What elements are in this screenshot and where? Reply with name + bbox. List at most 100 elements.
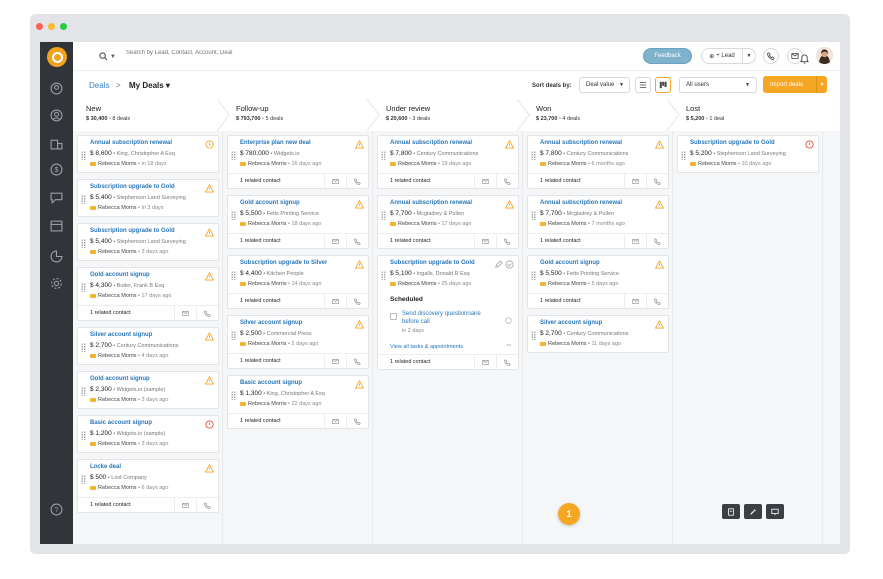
drag-handle-icon[interactable]	[381, 271, 386, 280]
deal-card[interactable]: Annual subscription renewal $ 7,800 • Cen…	[527, 135, 669, 189]
stage-header[interactable]: Lost $ 5,200 • 1 deal	[673, 99, 823, 131]
deal-card[interactable]: Subscription upgrade to Gold $ 5,400 • St…	[77, 179, 219, 217]
warning-icon[interactable]	[355, 260, 364, 269]
phone-action-icon[interactable]	[346, 174, 368, 188]
import-deals-button[interactable]: Import deals ▼	[763, 76, 827, 93]
warning-icon[interactable]	[505, 200, 514, 209]
note-button[interactable]	[722, 504, 740, 519]
warning-icon[interactable]	[355, 320, 364, 329]
email-action-icon[interactable]	[174, 306, 196, 320]
deal-card[interactable]: Locke deal $ 500 • Lost Company Rebecca Mo…	[77, 459, 219, 513]
stage-header[interactable]: Under review $ 20,600 • 3 deals	[373, 99, 523, 131]
deal-company[interactable]: Butler, Frank B Esq	[116, 283, 165, 289]
drag-handle-icon[interactable]	[81, 343, 86, 352]
deal-card[interactable]: Gold account signup $ 5,500 • Fetts Print…	[527, 255, 669, 309]
deal-company[interactable]: Stephenson Land Surveying	[116, 195, 186, 201]
email-action-icon[interactable]	[474, 234, 496, 248]
email-action-icon[interactable]	[474, 355, 496, 369]
phone-action-icon[interactable]	[196, 306, 218, 320]
deal-card[interactable]: Gold account signup $ 4,300 • Butler, Fra…	[77, 267, 219, 321]
deal-title[interactable]: Basic account signup	[240, 380, 303, 386]
warning-icon[interactable]	[205, 272, 214, 281]
help-icon[interactable]: ?	[50, 503, 63, 516]
deal-title[interactable]: Gold account signup	[240, 200, 300, 206]
deal-card[interactable]: Annual subscription renewal $ 7,800 • Cen…	[377, 135, 519, 189]
screen-button[interactable]	[766, 504, 784, 519]
deal-card[interactable]: Basic account signup $ 1,300 • King, Chri…	[227, 375, 369, 429]
deal-title[interactable]: Annual subscription renewal	[390, 140, 473, 146]
avatar[interactable]	[816, 47, 833, 64]
reports-icon[interactable]	[50, 250, 63, 263]
email-action-icon[interactable]	[324, 414, 346, 428]
warning-icon[interactable]	[205, 464, 214, 473]
drag-handle-icon[interactable]	[81, 283, 86, 292]
breadcrumb-deals[interactable]: Deals	[89, 81, 110, 90]
deal-company[interactable]: Widgets.io (sample)	[116, 431, 166, 437]
deal-card[interactable]: Subscription upgrade to Gold $ 5,100 • In…	[377, 255, 519, 370]
deal-card[interactable]: Subscription upgrade to Gold $ 5,200 • St…	[677, 135, 819, 173]
tools-button[interactable]	[744, 504, 762, 519]
drag-handle-icon[interactable]	[531, 151, 536, 160]
deal-company[interactable]: Widgets.io	[273, 151, 300, 157]
stage-header[interactable]: Won $ 23,700 • 4 deals	[523, 99, 673, 131]
accounts-icon[interactable]	[50, 137, 63, 150]
deal-card[interactable]: Subscription upgrade to Gold $ 5,400 • St…	[77, 223, 219, 261]
email-action-icon[interactable]	[324, 354, 346, 368]
drag-handle-icon[interactable]	[531, 271, 536, 280]
breadcrumb-current[interactable]: My Deals ▾	[129, 81, 170, 90]
deal-company[interactable]: Commercial Press	[266, 331, 312, 337]
email-action-icon[interactable]	[624, 294, 646, 308]
drag-handle-icon[interactable]	[81, 387, 86, 396]
stage-header[interactable]: Follow-up $ 793,700 • 5 deals	[223, 99, 373, 131]
deal-company[interactable]: King, Christopher A Esq	[116, 151, 175, 157]
deal-card[interactable]: Silver account signup $ 2,700 • Century C…	[527, 315, 669, 353]
drag-handle-icon[interactable]	[231, 271, 236, 280]
warning-icon[interactable]	[655, 140, 664, 149]
feedback-button[interactable]: Feedback	[643, 48, 692, 64]
deal-card[interactable]: Subscription upgrade to Silver $ 4,400 • …	[227, 255, 369, 309]
deal-company[interactable]: Mcgladrey & Pullen	[566, 211, 615, 217]
phone-action-icon[interactable]	[346, 234, 368, 248]
phone-action-icon[interactable]	[496, 174, 518, 188]
deal-title[interactable]: Subscription upgrade to Silver	[240, 260, 328, 266]
deal-card[interactable]: Annual subscription renewal $ 7,700 • Mcg…	[377, 195, 519, 249]
search-input[interactable]	[126, 50, 346, 56]
deal-card[interactable]: Silver account signup $ 2,700 • Century C…	[77, 327, 219, 365]
deal-title[interactable]: Gold account signup	[90, 272, 150, 278]
import-dropdown-button[interactable]: ▼	[816, 76, 827, 93]
deal-title[interactable]: Enterprise plan new deal	[240, 140, 311, 146]
deal-company[interactable]: Stephenson Land Surveying	[116, 239, 186, 245]
related-contacts-link[interactable]: 1 related contact	[240, 298, 281, 304]
related-contacts-link[interactable]: 1 related contact	[240, 418, 281, 424]
phone-action-icon[interactable]	[346, 294, 368, 308]
deal-title[interactable]: Annual subscription renewal	[390, 200, 473, 206]
task-title[interactable]: Send discovery questionnaire before call	[402, 311, 481, 325]
warning-icon[interactable]	[205, 228, 214, 237]
deal-card[interactable]: Gold account signup $ 2,300 • Widgets.io …	[77, 371, 219, 409]
notification-badge[interactable]: 1	[558, 503, 580, 525]
add-dropdown-button[interactable]: ▼	[743, 48, 756, 64]
phone-action-icon[interactable]	[646, 174, 668, 188]
users-select[interactable]: All users ▼	[679, 77, 757, 93]
sort-select[interactable]: Deal value ▼	[579, 77, 630, 93]
deal-company[interactable]: Fetts Printing Service	[566, 271, 619, 277]
email-action-icon[interactable]	[624, 174, 646, 188]
drag-handle-icon[interactable]	[681, 151, 686, 160]
stage-header[interactable]: New $ 30,400 • 8 deals	[73, 99, 223, 131]
list-view-button[interactable]	[635, 77, 651, 93]
email-action-icon[interactable]	[324, 294, 346, 308]
warning-icon[interactable]	[205, 376, 214, 385]
close-dot[interactable]	[36, 23, 43, 30]
deal-card[interactable]: Annual subscription renewal $ 8,600 • Kin…	[77, 135, 219, 173]
drag-handle-icon[interactable]	[231, 331, 236, 340]
related-contacts-link[interactable]: 1 related contact	[240, 238, 281, 244]
calendar-icon[interactable]	[50, 219, 63, 232]
email-action-icon[interactable]	[624, 234, 646, 248]
contacts-icon[interactable]	[50, 82, 63, 95]
deal-card[interactable]: Annual subscription renewal $ 7,700 • Mcg…	[527, 195, 669, 249]
add-lead-button[interactable]: ⊕ + Lead	[701, 48, 743, 64]
task-checkbox[interactable]	[390, 313, 397, 320]
related-contacts-link[interactable]: 1 related contact	[540, 298, 581, 304]
deal-title[interactable]: Silver account signup	[90, 332, 153, 338]
phone-action-icon[interactable]	[646, 294, 668, 308]
